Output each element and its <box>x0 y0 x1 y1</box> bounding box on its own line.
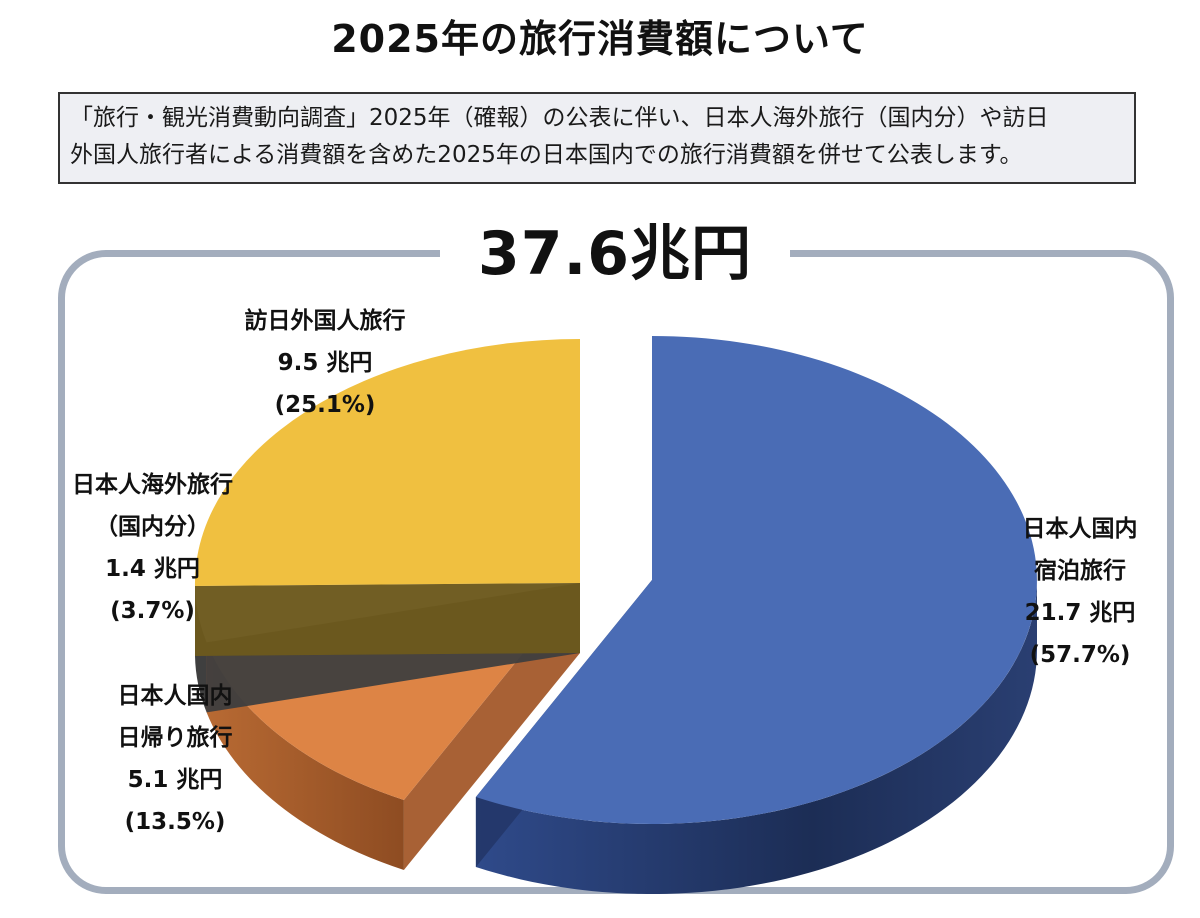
label-inbound-value: 9.5 兆円 <box>277 350 373 376</box>
slice-side-domestic-daytrip <box>206 642 404 870</box>
slice-cut-inbound-0 <box>195 583 580 656</box>
label-inbound-name: 訪日外国人旅行 <box>244 308 406 334</box>
label-inbound: 訪日外国人旅行 9.5 兆円 (25.1%) <box>195 300 455 426</box>
label-daytrip: 日本人国内 日帰り旅行 5.1 兆円 (13.5%) <box>60 675 290 843</box>
label-daytrip-value: 5.1 兆円 <box>127 767 223 793</box>
slice-top-domestic-overnight <box>475 336 1037 824</box>
pie-slices <box>194 336 1038 895</box>
page-title: 2025年の旅行消費額について <box>331 17 869 61</box>
label-daytrip-name: 日本人国内 <box>117 683 233 709</box>
slice-top-inbound <box>194 339 581 586</box>
label-daytrip-name2: 日帰り旅行 <box>117 725 233 751</box>
slice-side-domestic-overnight <box>475 580 1038 895</box>
label-inbound-percent: (25.1%) <box>274 392 376 418</box>
label-outbound-name2: （国内分） <box>95 514 210 540</box>
label-daytrip-percent: (13.5%) <box>124 809 226 835</box>
label-outbound: 日本人海外旅行 （国内分） 1.4 兆円 (3.7%) <box>30 464 275 632</box>
label-overnight: 日本人国内 宿泊旅行 21.7 兆円 (57.7%) <box>1000 508 1160 676</box>
label-overnight-value: 21.7 兆円 <box>1024 600 1136 626</box>
label-outbound-value: 1.4 兆円 <box>105 556 200 582</box>
notice-line-1: 「旅行・観光消費動向調査」2025年（確報）の公表に伴い、日本人海外旅行（国内分… <box>70 105 1049 131</box>
total-amount: 37.6兆円 <box>440 214 790 294</box>
label-overnight-name2: 宿泊旅行 <box>1034 558 1126 584</box>
label-overnight-name: 日本人国内 <box>1022 516 1138 542</box>
notice-box: 「旅行・観光消費動向調査」2025年（確報）の公表に伴い、日本人海外旅行（国内分… <box>58 92 1136 184</box>
notice-line-2: 外国人旅行者による消費額を含めた2025年の日本国内での旅行消費額を併せて公表し… <box>70 142 1023 168</box>
label-overnight-percent: (57.7%) <box>1029 642 1131 668</box>
label-outbound-percent: (3.7%) <box>110 598 195 624</box>
label-outbound-name: 日本人海外旅行 <box>72 472 233 498</box>
